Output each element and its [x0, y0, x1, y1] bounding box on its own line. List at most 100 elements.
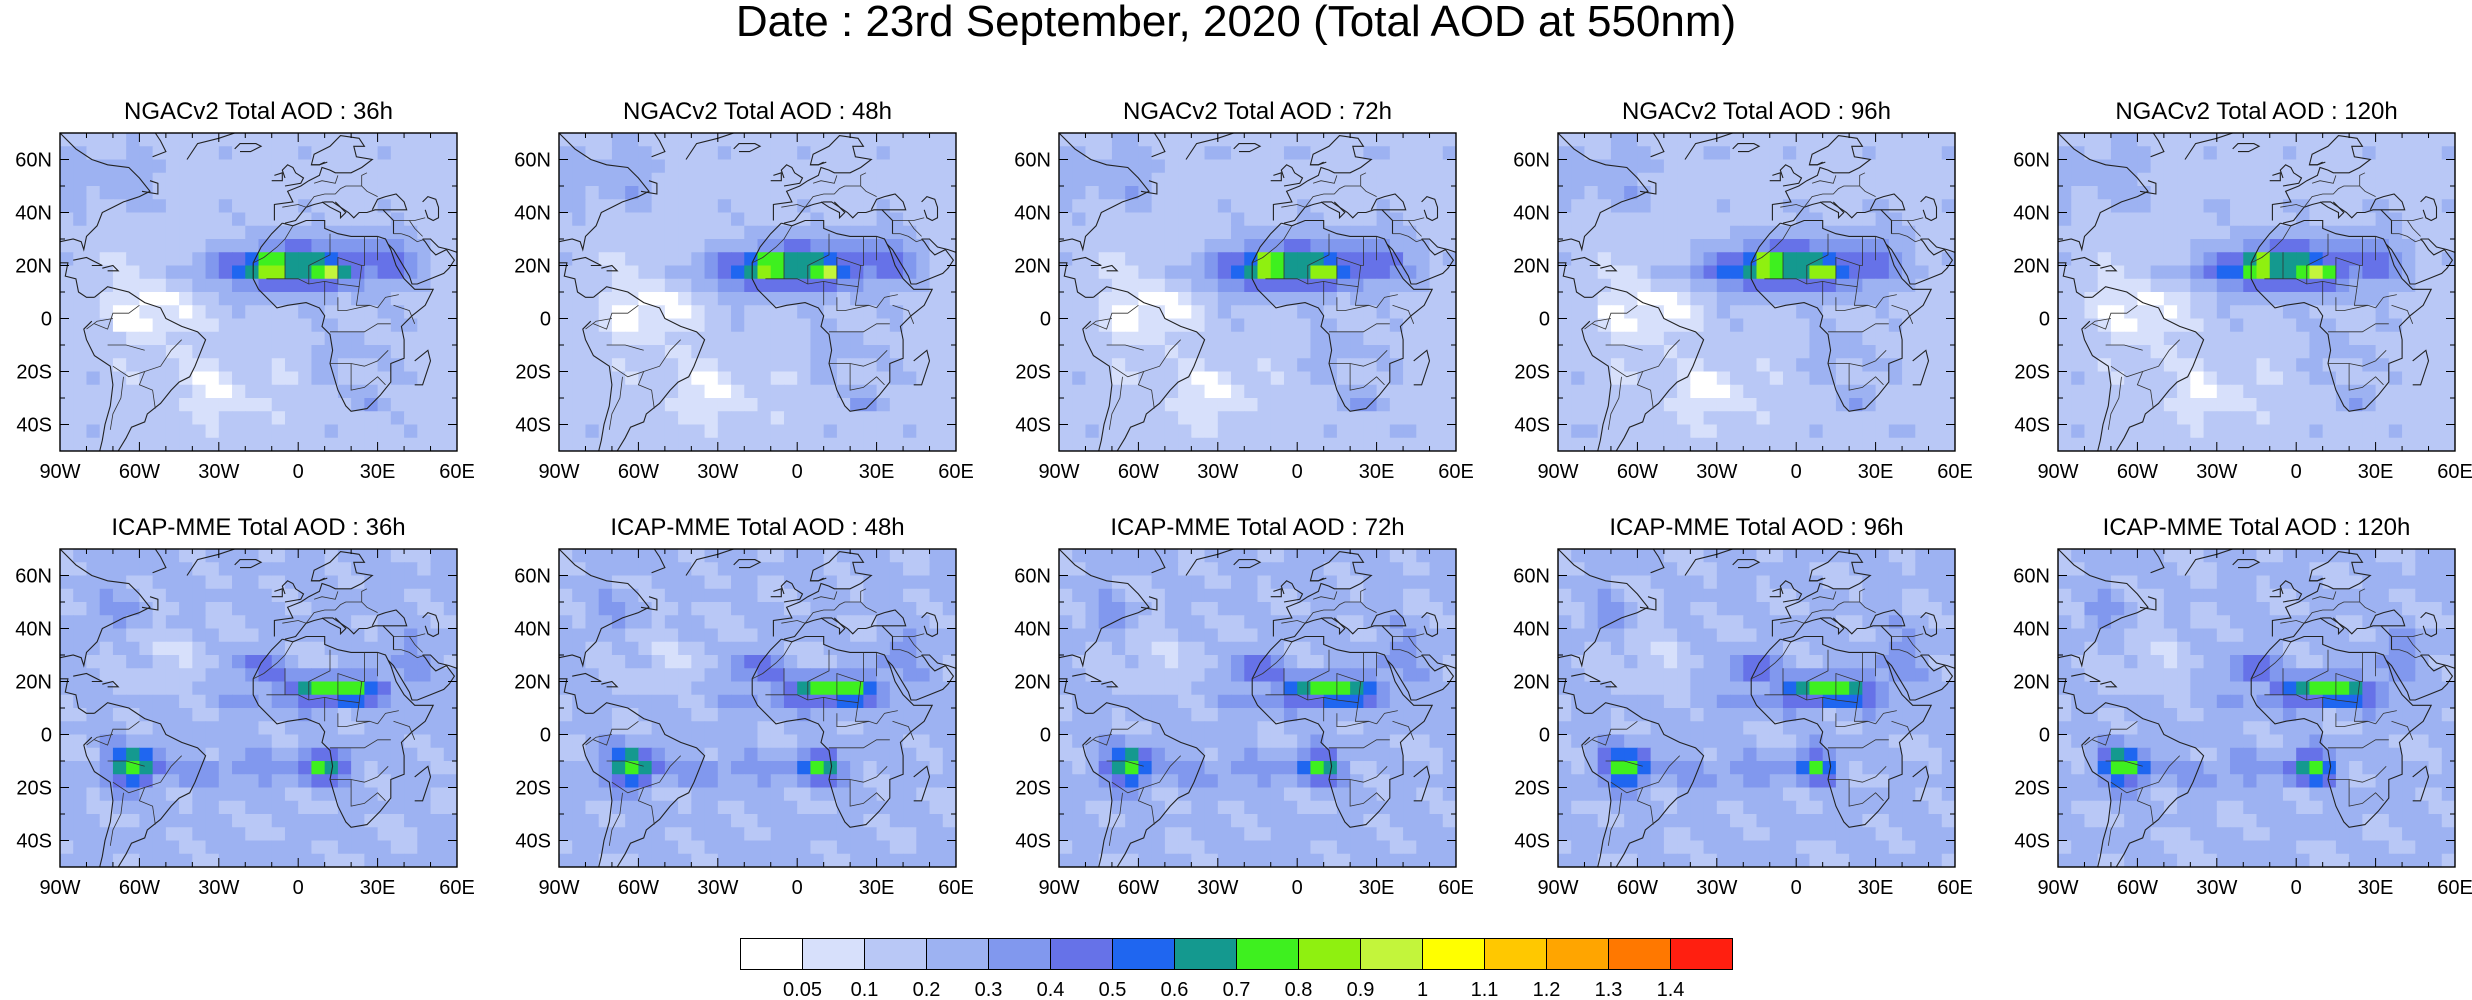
- colorbar-swatch: [1671, 939, 1733, 970]
- y-tick-label: 60N: [1014, 150, 1051, 172]
- y-tick-label: 0: [540, 725, 551, 747]
- y-tick-label: 60N: [15, 566, 52, 588]
- x-tick-label: 30E: [360, 461, 396, 483]
- y-tick-label: 60N: [1513, 566, 1550, 588]
- colorbar-swatch: [741, 939, 803, 970]
- panel-title: ICAP-MME Total AOD : 96h: [1609, 514, 1903, 541]
- panel-title: ICAP-MME Total AOD : 120h: [2103, 514, 2411, 541]
- x-tick-label: 30E: [1858, 877, 1894, 899]
- y-tick-label: 20N: [15, 672, 52, 694]
- x-tick-label: 60E: [1438, 461, 1474, 483]
- x-tick-label: 30W: [697, 877, 738, 899]
- y-tick-label: 0: [2039, 309, 2050, 331]
- colorbar-label: 0.6: [1161, 979, 1189, 1000]
- x-tick-label: 30W: [2196, 877, 2237, 899]
- aod-field: [1558, 133, 1956, 452]
- colorbar-swatch: [989, 939, 1051, 970]
- y-tick-label: 20S: [1015, 778, 1051, 800]
- colorbar-label: 1.2: [1533, 979, 1561, 1000]
- colorbar-label: 0.3: [975, 979, 1003, 1000]
- y-tick-label: 40S: [1514, 415, 1550, 437]
- x-tick-label: 60W: [2117, 461, 2158, 483]
- x-tick-label: 90W: [1537, 461, 1578, 483]
- x-tick-label: 60E: [2437, 877, 2472, 899]
- aod-field: [2058, 549, 2456, 868]
- y-tick-label: 40N: [1513, 203, 1550, 225]
- x-tick-label: 30W: [1197, 461, 1238, 483]
- y-tick-label: 40N: [514, 619, 551, 641]
- x-tick-label: 90W: [2037, 461, 2078, 483]
- colorbar-label: 0.05: [783, 979, 822, 1000]
- x-tick-label: 30E: [2358, 461, 2394, 483]
- x-tick-label: 0: [2291, 461, 2302, 483]
- x-tick-label: 30E: [360, 877, 396, 899]
- colorbar-label: 0.5: [1099, 979, 1127, 1000]
- x-tick-label: 30E: [1359, 877, 1395, 899]
- y-tick-label: 40N: [2013, 203, 2050, 225]
- colorbar-swatch: [927, 939, 989, 970]
- x-tick-label: 60W: [618, 461, 659, 483]
- colorbar-swatch: [1299, 939, 1361, 970]
- y-tick-label: 40S: [1015, 415, 1051, 437]
- x-tick-label: 90W: [39, 877, 80, 899]
- y-tick-label: 20S: [1514, 778, 1550, 800]
- y-tick-label: 20S: [16, 778, 52, 800]
- x-tick-label: 0: [293, 461, 304, 483]
- y-tick-label: 20N: [1513, 256, 1550, 278]
- x-tick-label: 60W: [2117, 877, 2158, 899]
- x-tick-label: 60W: [119, 461, 160, 483]
- figure-title: Date : 23rd September, 2020 (Total AOD a…: [0, 0, 2472, 44]
- y-tick-label: 40S: [16, 831, 52, 853]
- panel-title: NGACv2 Total AOD : 120h: [2115, 98, 2397, 125]
- x-tick-label: 60E: [938, 877, 974, 899]
- x-tick-label: 60E: [1937, 877, 1973, 899]
- y-tick-label: 40N: [15, 203, 52, 225]
- x-tick-label: 0: [1791, 461, 1802, 483]
- y-tick-label: 60N: [2013, 150, 2050, 172]
- x-tick-label: 60W: [1118, 877, 1159, 899]
- colorbar-label: 1: [1417, 979, 1428, 1000]
- x-tick-label: 60W: [119, 877, 160, 899]
- y-tick-label: 40N: [1014, 619, 1051, 641]
- aod-field: [559, 133, 957, 452]
- aod-field: [1059, 549, 1457, 868]
- y-tick-label: 0: [2039, 725, 2050, 747]
- x-tick-label: 60E: [439, 877, 475, 899]
- y-tick-label: 60N: [1014, 566, 1051, 588]
- y-tick-label: 60N: [15, 150, 52, 172]
- colorbar-label: 0.7: [1223, 979, 1251, 1000]
- aod-field: [2058, 133, 2456, 452]
- aod-field: [60, 549, 458, 868]
- x-tick-label: 0: [1292, 461, 1303, 483]
- y-tick-label: 0: [1539, 725, 1550, 747]
- x-tick-label: 30W: [697, 461, 738, 483]
- colorbar-label: 0.4: [1037, 979, 1065, 1000]
- y-tick-label: 20S: [1015, 362, 1051, 384]
- x-tick-label: 60E: [2437, 461, 2472, 483]
- aod-field: [559, 549, 957, 868]
- colorbar-swatch: [865, 939, 927, 970]
- y-tick-label: 60N: [2013, 566, 2050, 588]
- y-tick-label: 60N: [514, 150, 551, 172]
- colorbar-swatch: [1113, 939, 1175, 970]
- x-tick-label: 60W: [618, 877, 659, 899]
- y-tick-label: 20S: [515, 362, 551, 384]
- x-tick-label: 30E: [859, 877, 895, 899]
- y-tick-label: 20N: [1513, 672, 1550, 694]
- panel-title: NGACv2 Total AOD : 48h: [623, 98, 892, 125]
- y-tick-label: 40S: [16, 415, 52, 437]
- colorbar-swatch: [1609, 939, 1671, 970]
- y-tick-label: 20S: [16, 362, 52, 384]
- x-tick-label: 30E: [859, 461, 895, 483]
- x-tick-label: 90W: [1038, 461, 1079, 483]
- colorbar-swatch: [1361, 939, 1423, 970]
- y-tick-label: 60N: [1513, 150, 1550, 172]
- y-tick-label: 20N: [15, 256, 52, 278]
- y-tick-label: 20S: [1514, 362, 1550, 384]
